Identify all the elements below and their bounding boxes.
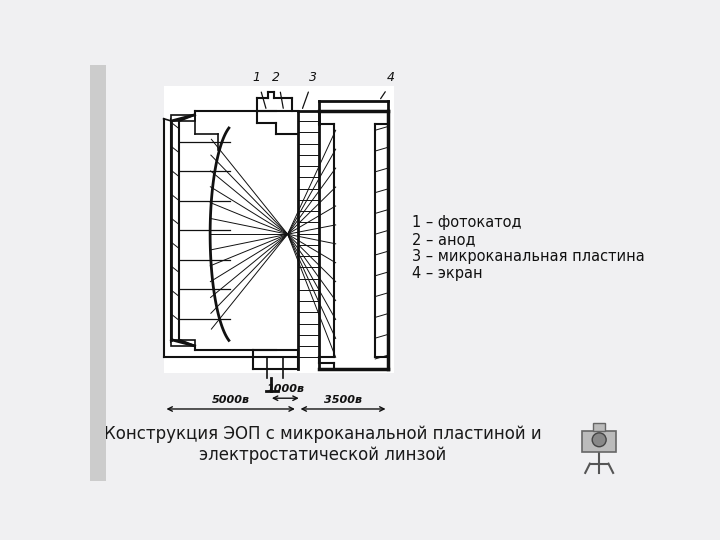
Text: 3 – микроканальная пластина: 3 – микроканальная пластина [412, 249, 644, 264]
Text: 1 – фотокатод: 1 – фотокатод [412, 215, 521, 230]
Text: 2: 2 [272, 71, 280, 84]
Bar [163, 86, 394, 373]
Text: 2 – анод: 2 – анод [412, 232, 475, 247]
Text: 3500в: 3500в [324, 395, 362, 405]
Bar [593, 423, 606, 430]
Text: 1000в: 1000в [266, 384, 305, 394]
Bar [90, 65, 106, 481]
Text: 4 – экран: 4 – экран [412, 266, 482, 281]
Text: 4: 4 [387, 71, 395, 84]
Text: 1: 1 [253, 71, 261, 84]
Text: Конструкция ЭОП с микроканальной пластиной и
электростатической линзой: Конструкция ЭОП с микроканальной пластин… [104, 425, 541, 464]
Bar [171, 119, 179, 342]
Bar [582, 430, 616, 452]
Bar [171, 115, 194, 121]
Text: 5000в: 5000в [212, 395, 250, 405]
Circle shape [592, 433, 606, 447]
Text: 3: 3 [309, 71, 318, 84]
Bar [171, 340, 194, 346]
